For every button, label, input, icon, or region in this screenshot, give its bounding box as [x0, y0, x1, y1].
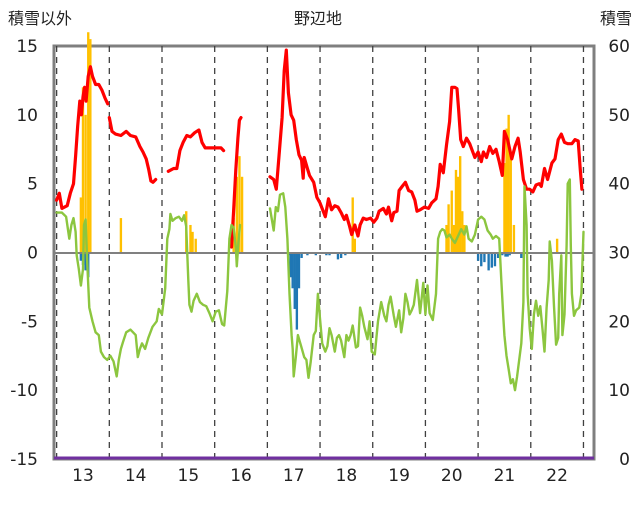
snow-depth-bar — [447, 204, 450, 253]
snow-depth-bar — [454, 169, 458, 253]
negative-bar — [476, 252, 480, 261]
negative-bar — [506, 252, 509, 257]
red-series-line — [107, 116, 158, 184]
x-tick-label: 18 — [336, 466, 358, 486]
x-tick-label: 22 — [546, 466, 568, 486]
negative-bar — [520, 252, 523, 259]
right-axis-label: 積雪 — [600, 9, 632, 28]
snow-depth-bar — [189, 224, 192, 253]
snow-depth-bar — [238, 156, 241, 253]
right-tick-label: 20 — [608, 312, 630, 332]
negative-bar — [295, 252, 299, 330]
red-series-line — [55, 65, 110, 210]
snow-depth-bar — [450, 190, 453, 253]
right-tick-labels: 60 50 40 30 20 10 0 — [608, 37, 630, 470]
snow-depth-bar — [505, 128, 508, 253]
snow-depth-bar — [235, 176, 238, 253]
right-tick-label: 40 — [608, 175, 630, 195]
snow-depth-bar — [191, 231, 194, 253]
snow-depth-bar — [452, 224, 456, 253]
negative-bar — [496, 252, 500, 259]
red-series-line — [166, 128, 226, 173]
green-series-line — [55, 211, 242, 378]
x-tick-label: 14 — [125, 466, 147, 486]
snow-depth-bar — [194, 238, 197, 253]
x-tick-label: 21 — [494, 466, 516, 486]
red-series-line — [229, 116, 243, 249]
negative-bar — [504, 252, 507, 257]
left-tick-label: 5 — [27, 175, 38, 195]
snow-depth-bar — [240, 176, 244, 253]
grid-lines — [55, 46, 585, 459]
left-tick-label: 10 — [16, 106, 38, 126]
snow-depth-bar — [353, 238, 357, 253]
snow-depth-bar — [512, 224, 516, 253]
right-tick-label: 30 — [608, 244, 630, 264]
snow-depth-bar — [81, 87, 85, 253]
left-tick-label: -15 — [10, 450, 38, 470]
left-axis-label: 積雪以外 — [8, 9, 72, 28]
negative-bar — [297, 252, 301, 289]
right-tick-label: 60 — [608, 37, 630, 57]
snow-depth-bar — [445, 224, 448, 253]
negative-bar — [490, 252, 493, 268]
chart-title: 野辺地 — [294, 9, 342, 28]
negative-bar — [483, 252, 486, 263]
negative-bar — [291, 252, 294, 289]
snow-depth-bar — [79, 197, 83, 253]
x-tick-label: 20 — [441, 466, 463, 486]
negative-bar — [487, 252, 490, 271]
left-tick-labels: 15 10 5 0 -5 -10 -15 — [10, 37, 38, 470]
snow-depth-bar — [555, 238, 559, 253]
snow-depth-bar — [119, 218, 123, 253]
negative-bar — [84, 252, 87, 271]
negative-bar — [493, 252, 497, 267]
left-tick-label: -5 — [21, 312, 38, 332]
negative-bar — [339, 252, 343, 259]
x-tick-label: 19 — [388, 466, 410, 486]
right-tick-label: 50 — [608, 106, 630, 126]
x-tick-label: 16 — [230, 466, 252, 486]
line-series-group — [55, 48, 585, 392]
snow-depth-bar — [503, 163, 506, 253]
snow-depth-bar — [456, 176, 460, 253]
negative-bar — [336, 252, 340, 260]
x-tick-label: 15 — [178, 466, 200, 486]
snow-depth-bar — [351, 197, 354, 253]
negative-bar — [480, 252, 483, 267]
snow-depth-bar — [87, 32, 90, 253]
x-tick-labels: 13 14 15 16 17 18 19 20 21 22 — [72, 466, 568, 486]
x-tick-label: 13 — [72, 466, 94, 486]
negative-bar — [289, 252, 292, 278]
snow-depth-bar — [459, 156, 462, 253]
green-series-line — [268, 178, 585, 392]
right-tick-label: 0 — [619, 450, 630, 470]
x-tick-label: 17 — [283, 466, 305, 486]
right-tick-label: 10 — [608, 381, 630, 401]
snow-depth-bar — [89, 39, 92, 253]
red-series-line — [268, 48, 584, 238]
snow-depth-bar — [509, 156, 512, 253]
negative-bar — [293, 252, 296, 309]
left-tick-label: 15 — [16, 37, 38, 57]
negative-bar — [79, 252, 83, 261]
snow-depth-bar — [507, 114, 510, 253]
negative-bar — [300, 252, 303, 259]
left-tick-label: -10 — [10, 381, 38, 401]
left-tick-label: 0 — [27, 244, 38, 264]
snow-depth-bar — [463, 224, 466, 253]
snow-depth-bar — [84, 114, 87, 253]
